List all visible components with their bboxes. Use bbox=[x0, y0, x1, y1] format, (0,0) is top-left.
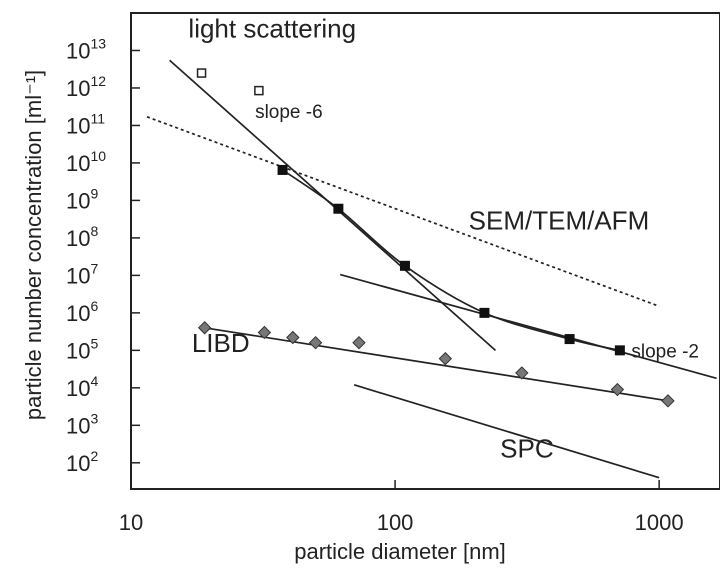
annotations-layer: light scattering slope -6 SEM/TEM/AFM LIBD s… bbox=[188, 14, 699, 464]
diamond-point bbox=[438, 351, 453, 366]
plot-frame bbox=[130, 12, 720, 490]
y-tick-label: 107 bbox=[66, 260, 98, 288]
diamond-point bbox=[286, 330, 300, 345]
x-tick-label: 100 bbox=[377, 510, 414, 535]
y-tick-label: 1011 bbox=[66, 110, 105, 138]
y-tick-label: 109 bbox=[66, 185, 98, 213]
x-tick-label: 10 bbox=[119, 510, 143, 535]
diamond-point bbox=[661, 394, 675, 408]
diamond-point bbox=[352, 335, 366, 350]
filled-square-point bbox=[479, 307, 490, 318]
open-square-point bbox=[196, 68, 207, 78]
points-layer bbox=[196, 68, 675, 408]
annotation-label: light scattering bbox=[188, 14, 356, 44]
diamond-point bbox=[308, 335, 323, 350]
y-tick-label: 106 bbox=[66, 298, 98, 326]
filled-square-point bbox=[333, 203, 344, 214]
y-tick-label: 1013 bbox=[66, 35, 106, 63]
y-tick-label: 103 bbox=[66, 410, 98, 438]
y-tick-label: 1012 bbox=[66, 73, 106, 101]
y-tick-label: 104 bbox=[66, 373, 98, 401]
annotation-label: slope -6 bbox=[255, 102, 323, 123]
open-square-point bbox=[254, 85, 264, 96]
trend-line-4 bbox=[204, 326, 669, 402]
diamond-point bbox=[257, 325, 272, 340]
filled-square-point bbox=[399, 260, 410, 271]
annotation-label: slope -2 bbox=[631, 341, 699, 362]
filled-square-point bbox=[277, 164, 288, 175]
lines-layer bbox=[146, 59, 717, 479]
trend-line-3 bbox=[353, 384, 660, 479]
y-tick-label: 1010 bbox=[66, 148, 106, 176]
y-tick-label: 108 bbox=[66, 223, 98, 251]
x-axis-label: particle diameter [nm] bbox=[294, 539, 506, 564]
filled-square-point bbox=[564, 334, 575, 345]
y-axis-label: particle number concentration [ml⁻¹] bbox=[21, 70, 46, 420]
y-tick-label: 102 bbox=[66, 448, 98, 476]
diamond-point bbox=[515, 366, 529, 380]
x-tick-label: 1000 bbox=[635, 510, 684, 535]
diamond-point bbox=[610, 382, 625, 397]
annotation-label: SPC bbox=[500, 433, 553, 463]
diamond-point bbox=[197, 321, 212, 335]
ticks-layer: 10 100 1000 102 103 104 105 106 107 108 109 1010 101… bbox=[66, 35, 684, 535]
trend-line-2 bbox=[340, 273, 717, 380]
annotation-label: LIBD bbox=[192, 328, 250, 358]
trend-line-5 bbox=[282, 169, 621, 352]
filled-square-point bbox=[614, 345, 625, 356]
y-tick-label: 105 bbox=[66, 335, 98, 363]
annotation-label: SEM/TEM/AFM bbox=[469, 205, 650, 235]
dotted-line-1 bbox=[146, 116, 660, 308]
